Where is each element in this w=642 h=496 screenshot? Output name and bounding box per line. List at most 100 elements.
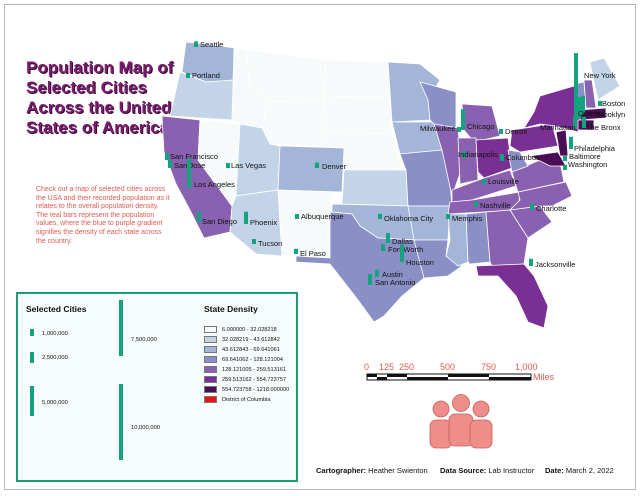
city-label-dallas: Dallas: [392, 237, 413, 246]
city-label-tucson: Tucson: [258, 239, 282, 248]
density-swatch-3: [204, 346, 217, 353]
city-bar-memphis: [446, 214, 450, 219]
scale-tick-750: 750: [481, 362, 497, 372]
city-bar-chicago: [461, 109, 465, 130]
map-date: Date: March 2, 2022: [545, 466, 614, 475]
state-maine: [589, 57, 621, 101]
legend-bar-7_5m: [119, 300, 123, 356]
city-label-jacksonville: Jacksonville: [535, 260, 575, 269]
city-label-san-francisco: San Francisco: [170, 152, 218, 161]
state-north-dakota: [323, 59, 391, 99]
city-label-detroit: Detroit: [505, 127, 528, 136]
city-bar-jacksonville: [529, 258, 533, 266]
city-label-memphis: Memphis: [452, 214, 483, 223]
legend-density-title: State Density: [204, 304, 258, 314]
city-label-new-york: New York: [584, 71, 616, 80]
state-new-mexico: [277, 189, 333, 259]
city-label-charlotte: Charlotte: [536, 204, 566, 213]
city-label-el-paso: El Paso: [300, 249, 326, 258]
city-label-las-vegas: Las Vegas: [231, 161, 266, 170]
city-bar-brooklyn: [578, 97, 582, 118]
scale-tick-250: 250: [399, 362, 415, 372]
state-north-carolina: [508, 181, 573, 211]
city-label-brooklyn: Brooklyn: [596, 110, 625, 119]
city-bar-austin: [375, 269, 379, 277]
density-swatch-6: [204, 376, 217, 383]
city-bar-louisville: [482, 179, 486, 184]
city-bar-columbus: [500, 154, 504, 161]
city-bar-tucson: [252, 239, 256, 244]
city-label-portland: Portland: [192, 71, 220, 80]
city-label-louisville: Louisville: [488, 177, 519, 186]
people-icon: [429, 394, 493, 449]
state-louisiana: [413, 239, 463, 279]
scale-tick-125: 125: [379, 362, 395, 372]
city-bar-san-diego: [197, 211, 201, 222]
city-label-los-angeles: Los Angeles: [194, 180, 235, 189]
density-label-7: 554.723758 - 1218.000000: [222, 387, 290, 393]
cartographer: Cartographer: Heather Swienton: [316, 466, 428, 475]
city-bar-detroit: [499, 129, 503, 134]
legend-bar-2_5m: [30, 352, 34, 363]
state-illinois: [433, 123, 463, 198]
scale-tick-1000: 1,000: [515, 362, 538, 372]
state-florida: [475, 263, 549, 329]
density-swatch-4: [204, 356, 217, 363]
city-bar-albuquerque: [295, 214, 299, 219]
city-bar-milwaukee: [457, 127, 461, 132]
density-swatch-5: [204, 366, 217, 373]
city-bar-portland: [186, 73, 190, 78]
state-alabama: [465, 211, 491, 265]
city-bar-san-francisco: [165, 153, 169, 160]
city-label-philadelphia: Philadelphia: [574, 144, 616, 153]
city-label-the-bronx: The Bronx: [586, 123, 621, 132]
density-label-1: 6.000000 - 32.028218: [222, 327, 277, 333]
data-source: Data Source: Lab Instructor: [440, 466, 534, 475]
city-label-milwaukee: Milwaukee: [420, 124, 455, 133]
date-label: Date:: [545, 466, 564, 475]
density-label-dc: District of Columbia: [222, 397, 271, 403]
city-label-seattle: Seattle: [200, 40, 223, 49]
legend-panel: Selected Cities 1,000,000 2,500,000 5,00…: [16, 292, 298, 482]
density-label-6: 259.513162 - 554.723757: [222, 377, 287, 383]
city-label-washington: Washington: [568, 160, 607, 169]
legend-cities-title: Selected Cities: [26, 304, 87, 314]
city-bar-el-paso: [294, 248, 298, 254]
city-bar-dallas: [386, 233, 390, 243]
state-arkansas: [407, 205, 451, 241]
city-bar-indianapolis: [462, 151, 466, 158]
state-new-hampshire: [583, 79, 597, 109]
map-frame: [4, 4, 636, 490]
density-swatch-7: [204, 386, 217, 393]
state-ohio: [475, 137, 513, 179]
density-label-5: 128.121005 - 259.513161: [222, 367, 287, 373]
state-texas: [295, 211, 425, 323]
city-bar-houston: [400, 244, 404, 262]
city-bar-new-york: [574, 53, 578, 120]
legend-bar-1m: [30, 329, 34, 336]
source-label: Data Source:: [440, 466, 487, 475]
city-bar-the-bronx: [582, 116, 586, 128]
city-bar-los-angeles: [187, 158, 191, 188]
density-swatch-dc: [204, 396, 217, 403]
map-description: Check out a map of selected cities acros…: [36, 186, 170, 245]
city-bar-seattle: [194, 41, 198, 47]
legend-size-2_5m: 2,500,000: [42, 355, 68, 361]
city-label-queens: Queens: [578, 109, 605, 118]
city-bar-oklahoma-city: [378, 213, 382, 219]
city-bar-san-antonio: [368, 274, 372, 285]
city-bar-fort-worth: [381, 244, 385, 251]
map-title: Population Map of Selected Cities Across…: [26, 58, 174, 137]
density-swatch-1: [204, 326, 217, 333]
density-swatch-2: [204, 336, 217, 343]
scale-bar: [366, 373, 532, 381]
scale-unit: Miles: [533, 372, 555, 382]
legend-size-10m: 10,000,000: [131, 425, 161, 431]
density-label-2: 32.028219 - 43.612842: [222, 337, 280, 343]
city-bar-manhattan: [573, 116, 577, 129]
city-bar-baltimore: [563, 156, 567, 161]
state-wyoming: [261, 99, 325, 147]
state-new-jersey: [555, 129, 569, 157]
city-label-manhattan: Manhattan: [540, 123, 575, 132]
